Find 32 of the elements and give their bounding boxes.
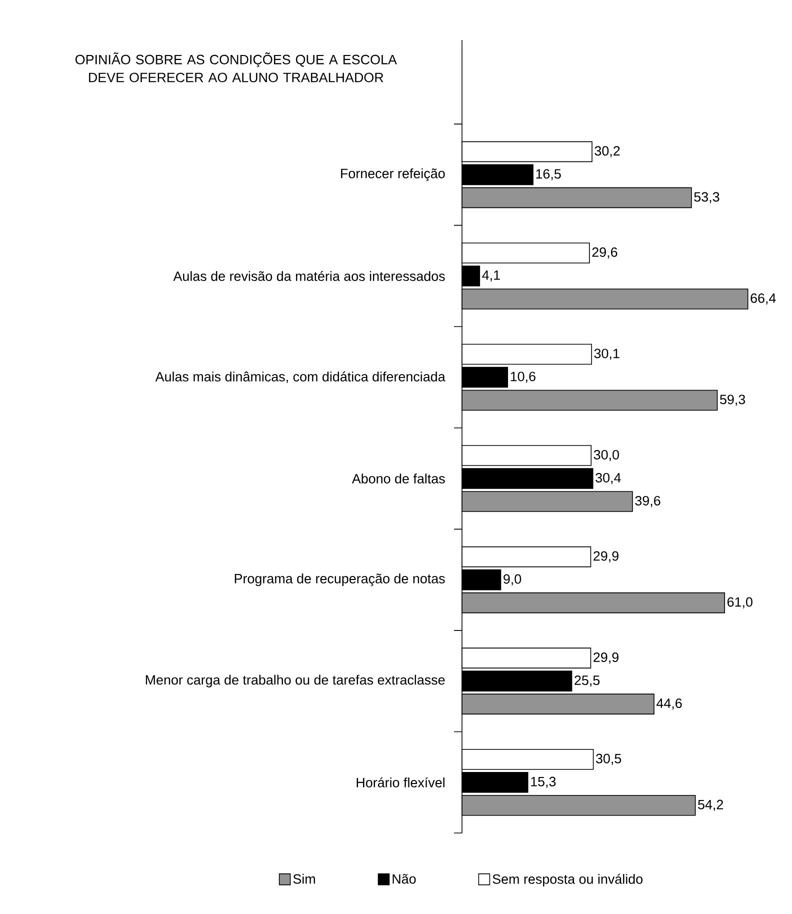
data-label: 15,3: [531, 776, 556, 788]
data-label: 25,5: [574, 676, 600, 687]
data-label: 30,0: [594, 450, 619, 462]
data-label: 9,0: [504, 574, 522, 586]
legend-label: Sim: [293, 874, 315, 884]
data-label: 66,4: [750, 293, 776, 305]
data-label: 30,4: [596, 472, 621, 484]
y-tick-label: Abono de faltas: [352, 474, 445, 484]
y-tick-label: Fornecer refeição: [341, 168, 445, 181]
data-label: 29,6: [592, 247, 618, 259]
data-label: 30,2: [594, 146, 620, 158]
y-tick-label: Horário flexível: [356, 777, 444, 788]
text: OPINIÃO SOBRE AS CONDIÇÕES QUE A ESCOLA DEVE OFERECER AO ALUNO TRABALHADOR: [75, 52, 397, 82]
data-label: 30,5: [596, 754, 622, 765]
data-label: 59,3: [720, 394, 746, 406]
data-label: 30,1: [594, 348, 620, 360]
y-tick-label: Programa de recuperação de notas: [234, 574, 445, 586]
y-tick-label: Menor carga de trabalho ou de tarefas extraclasse: [146, 674, 445, 688]
data-label: 16,5: [536, 169, 561, 180]
y-tick-label: Aulas de revisão da matéria aos interessados: [173, 270, 445, 281]
data-label: 10,6: [510, 372, 536, 383]
legend-label: Sem resposta ou inválido: [492, 874, 643, 887]
data-label: 29,9: [594, 551, 618, 562]
data-label: 44,6: [656, 698, 682, 710]
data-label: 39,6: [635, 496, 660, 508]
legend-label: Não: [392, 874, 416, 884]
data-label: 29,9: [594, 652, 618, 664]
data-label: 54,2: [698, 800, 724, 811]
data-label: 53,3: [694, 192, 720, 204]
y-tick-label: Aulas mais dinâmicas, com didática diferenciada: [155, 371, 446, 384]
data-label: 4,1: [482, 270, 500, 282]
data-label: 61,0: [727, 597, 752, 608]
